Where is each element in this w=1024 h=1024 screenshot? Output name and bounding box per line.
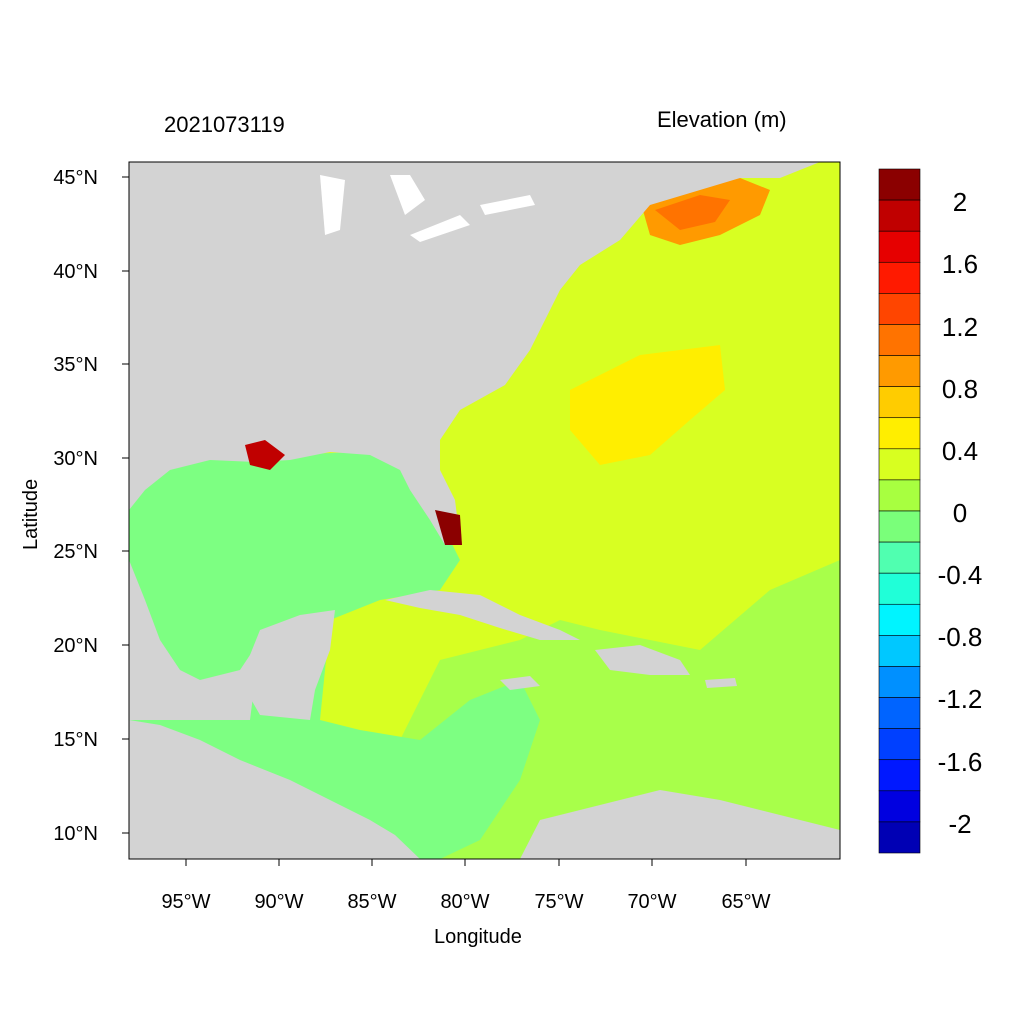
- lake-huron: [390, 175, 425, 215]
- colorbar-swatch: [878, 728, 921, 761]
- x-tick-label: 65°W: [721, 891, 770, 913]
- colorbar-swatch: [878, 199, 921, 232]
- colorbar-label: -2: [948, 809, 971, 839]
- colorbar-label: -0.4: [938, 560, 983, 590]
- x-axis: [185, 859, 747, 866]
- lake-ontario: [480, 195, 535, 215]
- x-tick-label: 70°W: [627, 891, 676, 913]
- high-anomaly-patch: [570, 345, 725, 465]
- colorbar-label: 2: [953, 187, 967, 217]
- colorbar-label: 0.8: [942, 374, 978, 404]
- yucatan-peninsula: [240, 610, 335, 720]
- plot-frame: [128, 161, 841, 860]
- colorbar: [878, 168, 921, 854]
- colorbar-swatch: [878, 261, 921, 294]
- x-tick-label: 85°W: [347, 891, 396, 913]
- colorbar-swatch: [878, 355, 921, 387]
- y-tick-label: 20°N: [53, 635, 98, 657]
- south-america-land: [520, 790, 840, 859]
- colorbar-swatch: [878, 759, 921, 792]
- central-america-land: [129, 720, 420, 859]
- north-america-land: [129, 162, 820, 545]
- colorbar-labels: 2 1.6 1.2 0.8 0.4 0 -0.4 -0.8 -1.2 -1.6 …: [938, 187, 983, 839]
- y-tick-label: 30°N: [53, 448, 98, 470]
- puerto-rico-island: [705, 678, 737, 688]
- colorbar-swatch: [878, 479, 921, 512]
- y-tick-label: 15°N: [53, 729, 98, 751]
- florida-surge: [435, 510, 462, 545]
- colorbar-swatch: [878, 510, 921, 543]
- y-axis: [122, 176, 129, 834]
- colorbar-swatch: [878, 386, 921, 419]
- colorbar-swatch: [878, 572, 921, 605]
- forecast-time-label: 2021073119: [164, 112, 285, 137]
- lake-michigan: [320, 175, 345, 235]
- jamaica-island: [500, 676, 540, 690]
- colorbar-swatch: [878, 168, 921, 201]
- colorbar-swatch: [878, 448, 921, 481]
- map-panel: [129, 162, 840, 859]
- variable-label: Elevation (m): [657, 107, 787, 132]
- louisiana-surge: [245, 440, 285, 470]
- cuba-island: [385, 590, 580, 640]
- y-tick-label: 25°N: [53, 541, 98, 563]
- colorbar-swatch: [878, 790, 921, 823]
- colorbar-swatch: [878, 324, 921, 356]
- x-tick-label: 75°W: [534, 891, 583, 913]
- x-axis-title: Longitude: [434, 926, 522, 948]
- colorbar-label: -1.6: [938, 747, 983, 777]
- x-tick-label: 90°W: [254, 891, 303, 913]
- colorbar-swatch: [878, 293, 921, 325]
- hispaniola-island: [595, 645, 690, 675]
- colorbar-swatch: [878, 635, 921, 667]
- colorbar-swatch: [878, 541, 921, 574]
- y-tick-label: 10°N: [53, 823, 98, 845]
- gulf-of-maine-peak: [655, 195, 730, 230]
- y-tick-label: 35°N: [53, 354, 98, 376]
- colorbar-label: -0.8: [938, 622, 983, 652]
- colorbar-swatch: [878, 417, 921, 450]
- lake-erie: [410, 215, 470, 242]
- colorbar-swatch: [878, 821, 921, 854]
- colorbar-label: 1.6: [942, 249, 978, 279]
- x-tick-label: 95°W: [161, 891, 210, 913]
- colorbar-swatch: [878, 666, 921, 698]
- x-tick-label: 80°W: [440, 891, 489, 913]
- colorbar-swatch: [878, 230, 921, 263]
- colorbar-label: 0.4: [942, 436, 978, 466]
- y-tick-label: 40°N: [53, 261, 98, 283]
- colorbar-label: 1.2: [942, 312, 978, 342]
- mexico-land: [129, 560, 260, 720]
- colorbar-label: 0: [953, 498, 967, 528]
- colorbar-swatch: [878, 697, 921, 729]
- colorbar-label: -1.2: [938, 684, 983, 714]
- colorbar-swatch: [878, 603, 921, 636]
- y-tick-label: 45°N: [53, 167, 98, 189]
